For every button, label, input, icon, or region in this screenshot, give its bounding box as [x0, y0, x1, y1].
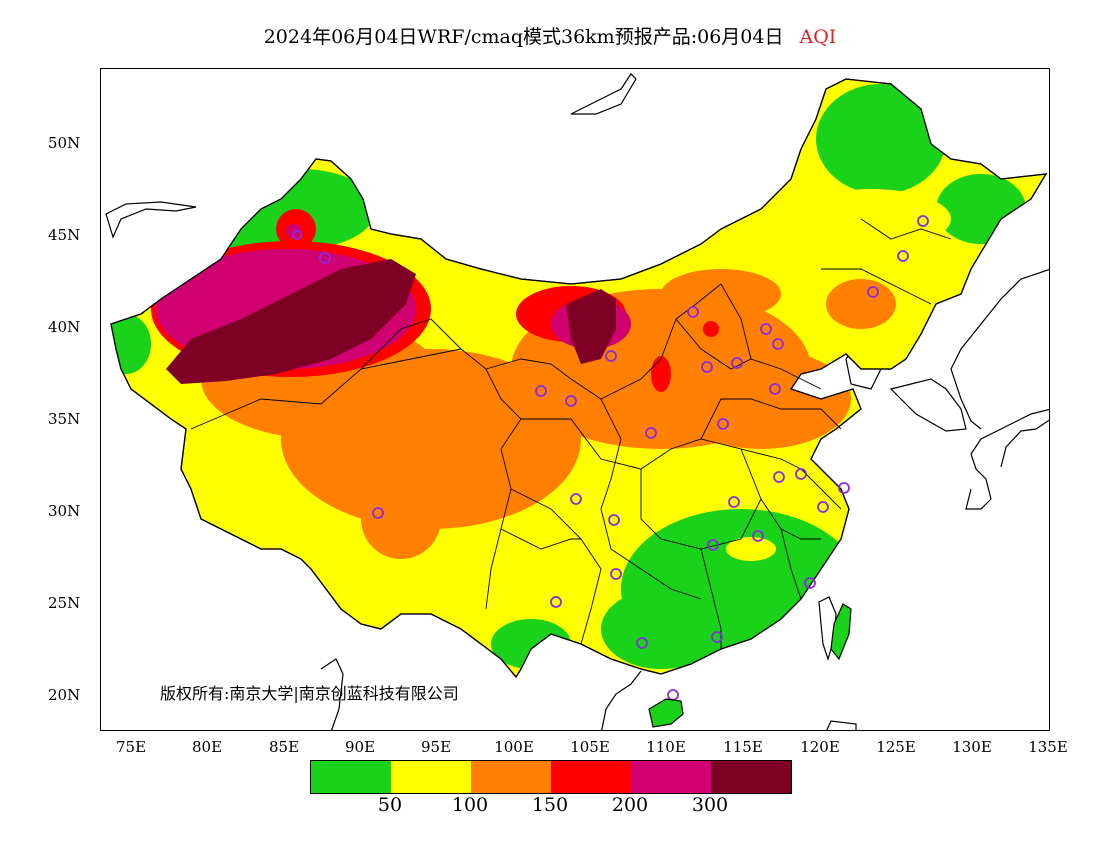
station-marker — [773, 471, 785, 483]
lon-label-110e: 110E — [646, 738, 686, 756]
station-marker — [717, 418, 729, 430]
lon-label-120e: 120E — [800, 738, 840, 756]
station-marker — [707, 539, 719, 551]
station-marker — [319, 252, 331, 264]
station-marker — [701, 361, 713, 373]
station-marker — [550, 596, 562, 608]
station-marker — [608, 514, 620, 526]
legend-swatch — [311, 761, 391, 793]
station-marker — [565, 395, 577, 407]
aqi-field — [111, 84, 1026, 669]
hainan-island — [648, 698, 684, 728]
station-marker — [897, 250, 909, 262]
lon-label-100e: 100E — [494, 738, 534, 756]
lon-label-90e: 90E — [344, 738, 376, 756]
lon-label-85e: 85E — [268, 738, 300, 756]
station-marker — [804, 577, 816, 589]
station-marker — [917, 215, 929, 227]
lat-label-40n: 40N — [48, 318, 81, 336]
station-marker — [570, 493, 582, 505]
lon-label-135e: 135E — [1028, 738, 1068, 756]
station-marker — [636, 637, 648, 649]
legend-swatch — [471, 761, 551, 793]
station-marker — [372, 507, 384, 519]
aqi-legend — [310, 760, 792, 794]
lat-label-50n: 50N — [48, 134, 81, 152]
station-marker — [795, 468, 807, 480]
station-marker — [752, 530, 764, 542]
title-text: 2024年06月04日WRF/cmaq模式36km预报产品:06月04日 — [263, 26, 784, 48]
legend-tick: 300 — [691, 794, 729, 816]
lon-label-130e: 130E — [952, 738, 992, 756]
station-marker — [687, 306, 699, 318]
station-marker — [760, 323, 772, 335]
station-marker — [645, 427, 657, 439]
lon-label-125e: 125E — [876, 738, 916, 756]
legend-tick: 150 — [531, 794, 569, 816]
legend-tick: 50 — [377, 794, 403, 816]
legend-swatch — [711, 761, 791, 793]
lon-label-80e: 80E — [191, 738, 223, 756]
station-marker — [867, 286, 879, 298]
copyright-text: 版权所有:南京大学|南京创蓝科技有限公司 — [160, 684, 459, 703]
station-markers — [292, 215, 929, 701]
station-marker — [667, 689, 679, 701]
legend-swatch — [391, 761, 471, 793]
station-marker — [292, 230, 302, 240]
lon-label-115e: 115E — [723, 738, 763, 756]
legend-tick: 200 — [611, 794, 649, 816]
station-marker — [535, 385, 547, 397]
station-marker — [711, 631, 723, 643]
aqi-map — [105, 73, 1049, 730]
station-marker — [772, 338, 784, 350]
legend-swatch — [551, 761, 631, 793]
lat-label-30n: 30N — [48, 502, 81, 520]
lat-label-20n: 20N — [48, 686, 81, 704]
station-marker — [769, 383, 781, 395]
station-marker — [838, 482, 850, 494]
lon-label-105e: 105E — [570, 738, 610, 756]
map-frame — [100, 68, 1050, 731]
lon-label-75e: 75E — [115, 738, 147, 756]
variable-label: AQI — [799, 26, 837, 48]
map-title: 2024年06月04日WRF/cmaq模式36km预报产品:06月04日 AQI — [0, 22, 1100, 49]
station-marker — [610, 568, 622, 580]
lat-label-45n: 45N — [48, 226, 81, 244]
station-marker — [728, 496, 740, 508]
taiwan-island — [830, 603, 852, 661]
station-marker — [817, 501, 829, 513]
legend-swatch — [631, 761, 711, 793]
station-marker — [605, 350, 617, 362]
lon-label-95e: 95E — [420, 738, 452, 756]
station-marker — [731, 357, 743, 369]
lat-label-35n: 35N — [48, 410, 81, 428]
legend-tick: 100 — [451, 794, 489, 816]
lat-label-25n: 25N — [48, 594, 81, 612]
